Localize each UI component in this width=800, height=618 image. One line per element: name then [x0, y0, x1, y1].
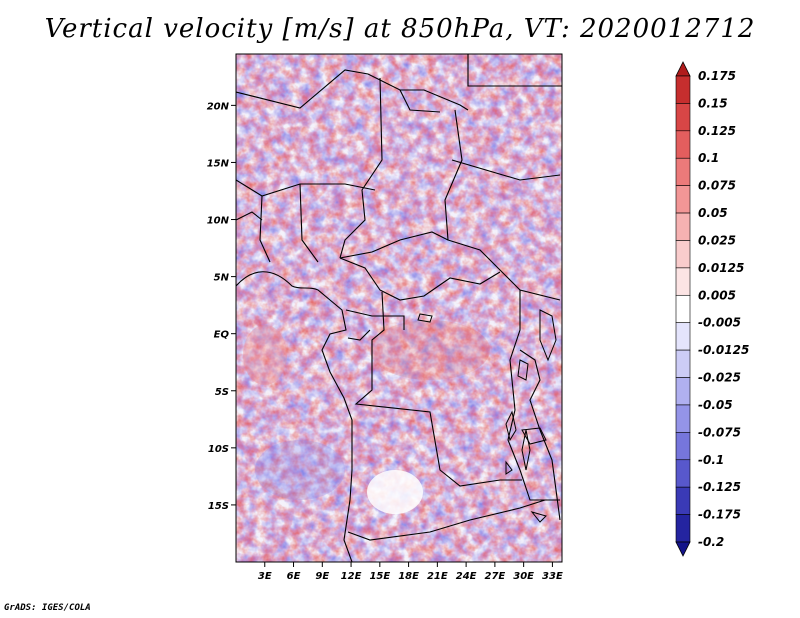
lon-tick-label: 30E	[513, 571, 534, 582]
lat-tick-label: 20N	[207, 101, 230, 112]
velocity-field	[236, 54, 562, 562]
colorbar-min-arrow	[675, 541, 691, 557]
lat-tick-label: EQ	[214, 330, 230, 341]
colorbar-label: 0.025	[698, 233, 736, 247]
colorbar-label: 0.05	[698, 206, 728, 220]
colorbar-label: -0.05	[698, 398, 733, 412]
colorbar-label: 0.075	[698, 179, 736, 193]
lat-tick-label: 10S	[208, 444, 229, 455]
country-borders	[236, 54, 562, 562]
longitude-axis: 3E 6E 9E 12E 15E 18E 21E 24E 27E 30E 33E	[258, 562, 563, 582]
colorbar-segment	[675, 404, 691, 433]
latitude-axis: 20N 15N 10N 5N EQ 5S 10S 15S	[207, 101, 236, 512]
colorbar-label: -0.025	[698, 371, 741, 385]
colorbar: 0.175 0.15 0.125 0.1 0.075 0.05 0.025 0.0125 0.0…	[675, 61, 749, 557]
lon-tick-label: 6E	[287, 571, 301, 582]
lon-tick-label: 24E	[456, 571, 477, 582]
lon-tick-label: 27E	[485, 571, 506, 582]
colorbar-label: -0.005	[698, 316, 741, 330]
colorbar-segment	[675, 212, 691, 241]
lon-tick-label: 3E	[258, 571, 272, 582]
colorbar-segment	[675, 486, 691, 515]
lat-tick-label: 10N	[207, 216, 230, 227]
colorbar-segment	[675, 322, 691, 351]
colorbar-segment	[675, 432, 691, 461]
lon-tick-label: 33E	[542, 571, 563, 582]
lon-tick-label: 15E	[369, 571, 390, 582]
colorbar-segment	[675, 130, 691, 159]
colorbar-segment	[675, 240, 691, 269]
colorbar-segment	[675, 349, 691, 378]
map-chart: 20N 15N 10N 5N EQ 5S 10S 15S 3E 6E 9E 12E 15E 18E 21E…	[207, 53, 749, 582]
colorbar-segment	[675, 103, 691, 132]
colorbar-segment	[675, 514, 691, 543]
colorbar-label: 0.125	[698, 124, 736, 138]
plot-title: Vertical velocity [m/s] at 850hPa, VT: 2…	[44, 14, 756, 44]
lat-tick-label: 15N	[207, 158, 230, 169]
lat-tick-label: 15S	[208, 501, 229, 512]
lat-tick-label: 5N	[214, 273, 230, 284]
colorbar-segment	[675, 75, 691, 104]
map-frame	[235, 53, 563, 563]
colorbar-label: 0.175	[698, 69, 736, 83]
colorbar-label: -0.175	[698, 508, 741, 522]
colorbar-max-arrow	[675, 61, 691, 77]
colorbar-label: 0.1	[698, 151, 719, 165]
colorbar-segment	[675, 157, 691, 186]
colorbar-label: 0.0125	[698, 261, 744, 275]
colorbar-segment	[675, 267, 691, 296]
colorbar-label: -0.125	[698, 480, 741, 494]
colorbar-segment	[675, 294, 691, 324]
colorbar-label: 0.15	[698, 96, 728, 110]
lon-tick-label: 18E	[398, 571, 419, 582]
colorbar-segment	[675, 377, 691, 406]
lon-tick-label: 9E	[315, 571, 329, 582]
colorbar-segment	[675, 185, 691, 214]
lon-tick-label: 12E	[341, 571, 362, 582]
colorbar-segment	[675, 459, 691, 488]
colorbar-label: 0.005	[698, 288, 736, 302]
colorbar-label: -0.075	[698, 425, 741, 439]
colorbar-label: -0.2	[698, 535, 724, 549]
grads-credit: GrADS: IGES/COLA	[4, 603, 91, 613]
colorbar-label: -0.1	[698, 453, 724, 467]
lat-tick-label: 5S	[215, 387, 229, 398]
colorbar-label: -0.0125	[698, 343, 749, 357]
lon-tick-label: 21E	[427, 571, 448, 582]
lakes	[417, 309, 557, 523]
